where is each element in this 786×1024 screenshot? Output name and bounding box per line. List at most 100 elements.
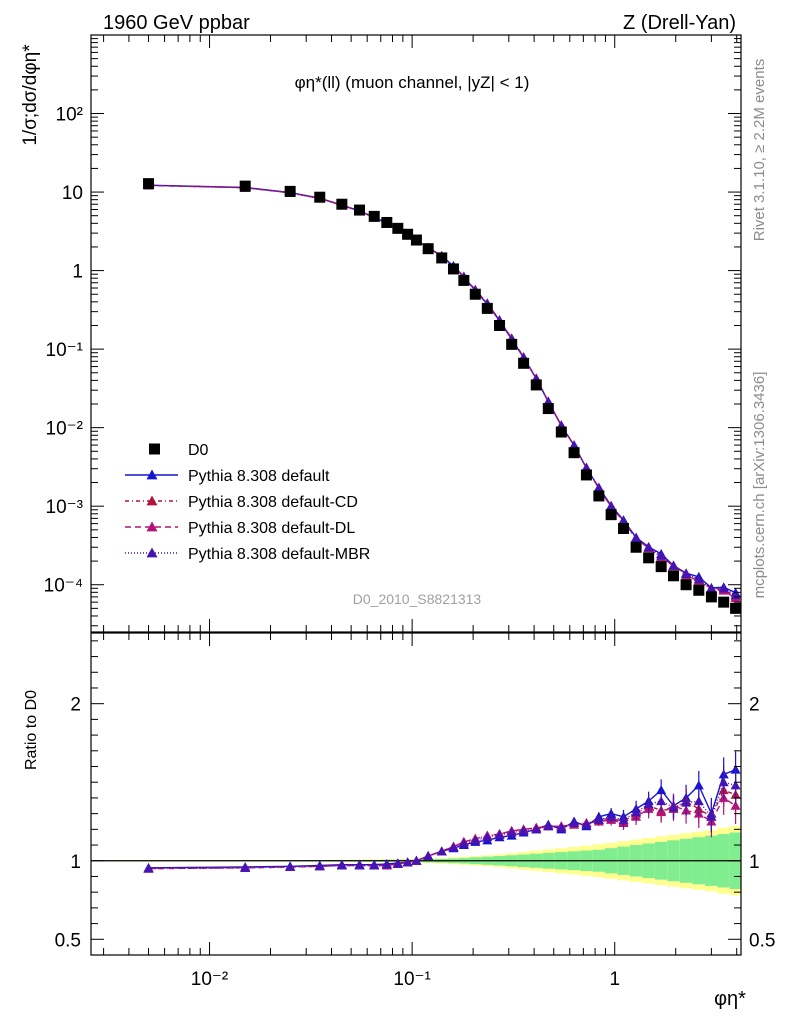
plot-title: φη*(ll) (muon channel, |yZ| < 1) — [295, 73, 530, 92]
series-point-upper — [681, 568, 692, 578]
series-point-ratio — [381, 859, 392, 869]
data-point-d0 — [518, 357, 530, 369]
data-point-d0 — [705, 591, 717, 603]
data-point-d0 — [314, 191, 326, 203]
data-point-d0 — [530, 379, 542, 391]
series-point-ratio — [369, 860, 380, 870]
legend-label: Pythia 8.308 default — [188, 468, 330, 485]
legend-marker-triangle — [146, 521, 158, 532]
series-point-ratio — [606, 811, 617, 821]
data-point-d0 — [481, 302, 493, 314]
series-point-upper — [569, 440, 580, 450]
series-point-upper — [643, 542, 654, 552]
series-point-ratio — [285, 862, 296, 872]
series-point-upper — [631, 533, 642, 543]
lower-series-layer — [143, 751, 741, 873]
data-point-d0 — [402, 228, 414, 240]
legend-marker-square — [149, 443, 160, 455]
lower-frame — [90, 632, 742, 956]
legend: D0 Pythia 8.308 default Pythia 8.308 defau… — [125, 442, 370, 563]
header-left: 1960 GeV ppbar — [103, 12, 250, 34]
data-point-d0 — [469, 288, 481, 300]
axes: 10⁻² 10⁻¹ 1 10⁻⁴ 10⁻³ 10⁻² 10⁻¹ 1 10 10² 0.5 0.5 1 1 2… — [44, 34, 775, 990]
series-point-ratio — [494, 829, 505, 839]
series-point-ratio — [314, 861, 325, 871]
ratio-tick-label-left: 1 — [70, 852, 81, 873]
series-point-upper — [606, 501, 617, 511]
series-point-ratio — [693, 796, 704, 806]
series-point-ratio — [336, 860, 347, 870]
series-point-upper — [618, 515, 629, 525]
rivet-label: Rivet 3.1.10, ≥ 2.2M events — [751, 59, 768, 242]
series-point-ratio — [618, 814, 629, 824]
series-point-ratio — [392, 858, 403, 868]
ratio-tick-label-left: 2 — [70, 695, 81, 716]
data-point-d0 — [580, 469, 592, 481]
series-point-ratio — [730, 800, 741, 810]
series-point-upper — [693, 574, 704, 584]
upper-y-tick-label: 10² — [56, 105, 83, 126]
data-point-d0 — [436, 252, 448, 264]
upper-y-tick-label: 10⁻⁴ — [44, 576, 83, 597]
legend-marker-triangle — [146, 547, 158, 558]
series-point-ratio — [458, 838, 469, 848]
series-point-ratio — [668, 802, 679, 812]
series-point-ratio — [240, 862, 251, 872]
series-point-ratio — [506, 827, 517, 837]
series-point-ratio — [143, 863, 154, 873]
data-point-d0 — [630, 541, 642, 553]
data-point-d0 — [284, 185, 296, 197]
x-axis-label: φη* — [714, 988, 746, 1010]
ratio-tick-label-right: 0.5 — [749, 930, 775, 951]
series-point-upper — [668, 560, 679, 570]
series-point-ratio — [556, 822, 567, 832]
series-point-ratio — [518, 825, 529, 835]
analysis-id: D0_2010_S8821313 — [353, 591, 482, 607]
upper-y-tick-label: 10⁻³ — [46, 497, 84, 518]
series-point-ratio — [354, 860, 365, 870]
upper-y-tick-label: 10 — [62, 183, 83, 204]
data-point-d0 — [605, 509, 617, 521]
series-point-ratio — [423, 851, 434, 861]
legend-label: Pythia 8.308 default-CD — [188, 494, 358, 511]
data-point-d0 — [239, 180, 251, 192]
series-point-ratio — [436, 846, 447, 856]
data-point-d0 — [643, 552, 655, 564]
series-point-ratio — [482, 832, 493, 842]
series-point-ratio — [730, 780, 741, 790]
data-point-d0 — [458, 274, 470, 286]
series-point-ratio — [569, 818, 580, 828]
series-point-ratio — [543, 821, 554, 831]
series-point-ratio — [593, 814, 604, 824]
series-point-ratio — [718, 777, 729, 787]
data-point-d0 — [336, 198, 348, 210]
data-point-d0 — [354, 204, 366, 216]
data-point-d0 — [381, 216, 393, 228]
data-point-d0 — [422, 243, 434, 255]
data-point-d0 — [410, 234, 422, 246]
upper-y-tick-label: 10⁻² — [46, 419, 84, 440]
legend-label: Pythia 8.308 default-MBR — [188, 546, 370, 563]
series-point-upper — [718, 583, 729, 593]
series-point-ratio — [681, 797, 692, 807]
legend-label: D0 — [188, 442, 209, 459]
series-point-ratio — [470, 835, 481, 845]
data-point-d0 — [593, 490, 605, 502]
x-tick-label: 10⁻¹ — [393, 969, 431, 990]
series-point-ratio — [411, 855, 422, 865]
series-point-ratio — [706, 811, 717, 821]
data-point-d0 — [555, 426, 567, 438]
upper-series-layer — [143, 178, 742, 614]
series-point-ratio — [656, 785, 667, 795]
series-point-ratio — [448, 842, 459, 852]
mcplots-label: mcplots.cern.ch [arXiv:1306.3436] — [751, 372, 768, 599]
data-point-d0 — [568, 447, 580, 459]
upper-frame — [90, 34, 742, 633]
data-point-d0 — [718, 596, 730, 608]
series-point-ratio — [581, 819, 592, 829]
series-point-ratio — [631, 807, 642, 817]
upper-y-tick-label: 10⁻¹ — [46, 340, 84, 361]
data-point-d0 — [667, 570, 679, 582]
series-point-upper — [706, 583, 717, 593]
data-point-d0 — [680, 579, 692, 591]
